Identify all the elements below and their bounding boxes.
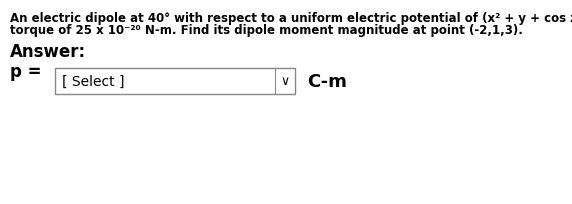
Text: ∨: ∨ <box>280 75 289 88</box>
Text: An electric dipole at 40° with respect to a uniform electric potential of (x² + : An electric dipole at 40° with respect t… <box>10 12 572 25</box>
Text: p =: p = <box>10 63 42 81</box>
Text: [ Select ]: [ Select ] <box>62 75 125 89</box>
Text: Answer:: Answer: <box>10 43 86 61</box>
Text: C-m: C-m <box>307 73 347 91</box>
FancyBboxPatch shape <box>55 69 295 94</box>
Text: torque of 25 x 10⁻²⁰ N-m. Find its dipole moment magnitude at point (-2,1,3).: torque of 25 x 10⁻²⁰ N-m. Find its dipol… <box>10 24 523 37</box>
